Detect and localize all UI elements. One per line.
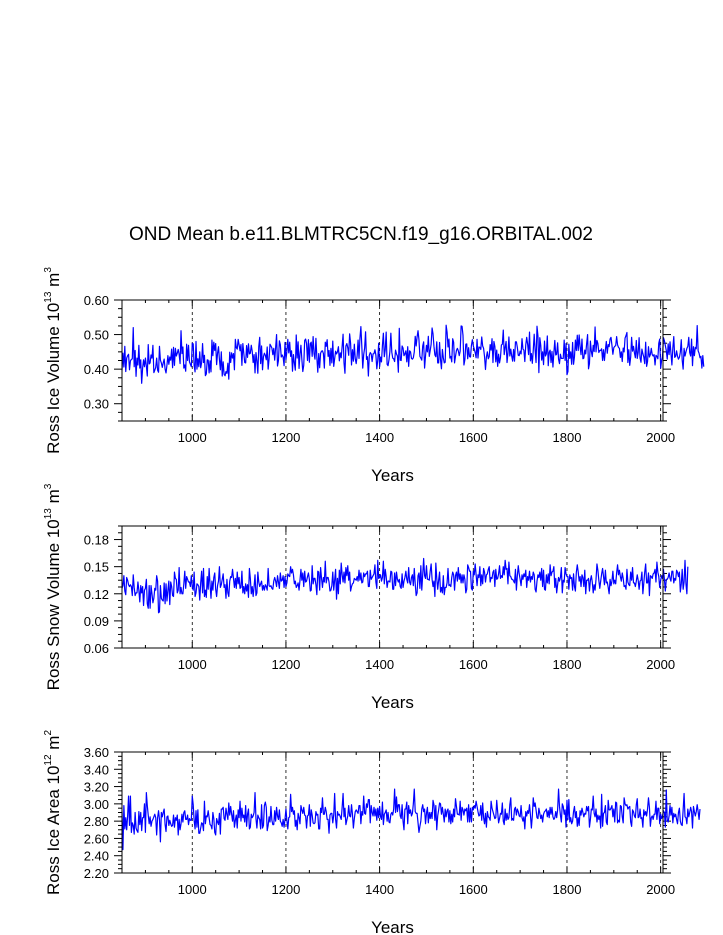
- y-tick-label: 0.18: [84, 533, 109, 548]
- x-tick-label: 1600: [459, 430, 488, 445]
- x-tick-label: 1400: [365, 657, 394, 672]
- y-tick-label: 2.80: [84, 814, 109, 829]
- x-axis: 1000 1200 1400 1600 1800 2000: [121, 526, 675, 672]
- y-tick-label: 0.15: [84, 560, 109, 575]
- x-tick-label: 1200: [271, 430, 300, 445]
- x-tick-label: 2000: [646, 882, 675, 897]
- snow-volume-series-line: [121, 557, 689, 614]
- y-axis: 2.20 2.40 2.60 2.80 3.00 3.20 3.40 3.60: [84, 745, 671, 881]
- x-axis: 1000 1200 1400 1600 1800 2000: [121, 752, 675, 897]
- y-tick-label: 0.09: [84, 614, 109, 629]
- y-tick-label: 0.06: [84, 641, 109, 656]
- x-axis-label: Years: [371, 693, 414, 712]
- x-tick-label: 2000: [646, 430, 675, 445]
- ice-area-series-line: [121, 788, 701, 851]
- panel-ice-volume: 1000 1200 1400 1600 1800 2000 0.30 0.40 0.50 0.6…: [43, 267, 705, 485]
- y-tick-label: 0.50: [84, 328, 109, 343]
- y-axis-label: Ross Snow Volume 1013 m3: [43, 483, 63, 690]
- x-tick-label: 1600: [459, 882, 488, 897]
- x-tick-label: 1200: [271, 882, 300, 897]
- panel-snow-volume: 1000 1200 1400 1600 1800 2000 0.06 0.09 0.12 0.1…: [43, 483, 689, 712]
- y-tick-label: 0.30: [84, 397, 109, 412]
- y-axis: 0.06 0.09 0.12 0.15 0.18: [84, 525, 671, 656]
- x-tick-label: 1200: [271, 657, 300, 672]
- y-tick-label: 3.60: [84, 745, 109, 760]
- y-tick-label: 3.20: [84, 780, 109, 795]
- x-tick-label: 1000: [178, 657, 207, 672]
- plot-frame: [121, 751, 664, 874]
- x-tick-label: 1400: [365, 882, 394, 897]
- x-tick-label: 1400: [365, 430, 394, 445]
- x-tick-label: 1800: [553, 430, 582, 445]
- y-axis-label: Ross Ice Area 1012 m2: [43, 730, 63, 895]
- x-tick-label: 1800: [553, 657, 582, 672]
- figure-title: OND Mean b.e11.BLMTRC5CN.f19_g16.ORBITAL…: [129, 224, 593, 245]
- y-tick-label: 0.40: [84, 362, 109, 377]
- x-axis-label: Years: [371, 918, 414, 935]
- ice-volume-series-line: [121, 324, 705, 384]
- x-tick-label: 1000: [178, 882, 207, 897]
- x-axis-label: Years: [371, 466, 414, 485]
- plot-frame: [121, 525, 664, 649]
- x-tick-label: 1600: [459, 657, 488, 672]
- x-tick-label: 1000: [178, 430, 207, 445]
- y-tick-label: 3.40: [84, 762, 109, 777]
- panel-ice-area: 1000 1200 1400 1600 1800 2000 2.20 2.40 2.60 2.8…: [43, 730, 701, 935]
- y-tick-label: 2.20: [84, 866, 109, 881]
- x-tick-label: 2000: [646, 657, 675, 672]
- y-axis: 0.30 0.40 0.50 0.60: [84, 293, 671, 422]
- y-tick-label: 2.60: [84, 831, 109, 846]
- plot-frame: [121, 299, 664, 422]
- y-axis-label: Ross Ice Volume 1013 m3: [43, 267, 63, 454]
- y-tick-label: 0.12: [84, 587, 109, 602]
- x-tick-label: 1800: [553, 882, 582, 897]
- y-tick-label: 3.00: [84, 797, 109, 812]
- y-tick-label: 0.60: [84, 293, 109, 308]
- y-tick-label: 2.40: [84, 849, 109, 864]
